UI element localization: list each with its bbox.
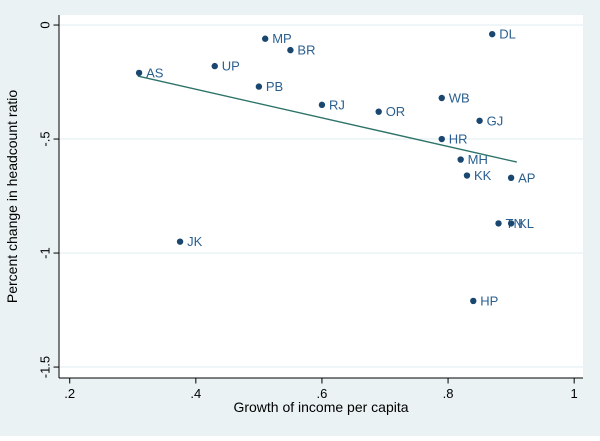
- point-label-HR: HR: [449, 132, 468, 147]
- point-label-HP: HP: [480, 293, 498, 308]
- point-OR: [375, 108, 382, 115]
- point-label-KL: KL: [518, 216, 534, 231]
- point-label-AS: AS: [146, 65, 164, 80]
- axes: .2 .4 .6 .8 1 0 -.5 -1 -1.5: [38, 15, 583, 401]
- x-tick-label-.8: .8: [443, 386, 454, 401]
- point-label-DL: DL: [499, 27, 516, 42]
- x-tick-label-.6: .6: [317, 386, 328, 401]
- x-tick-label-.2: .2: [64, 386, 75, 401]
- point-MH: [457, 156, 464, 163]
- y-tick-label--1.5: -1.5: [38, 356, 53, 378]
- point-label-AP: AP: [518, 170, 535, 185]
- x-axis-title: Growth of income per capita: [233, 399, 408, 415]
- point-PB: [255, 83, 263, 90]
- point-KL: [507, 220, 515, 227]
- trend-line: [137, 75, 517, 163]
- point-RJ: [318, 101, 326, 109]
- point-AS: [135, 69, 143, 77]
- point-HP: [470, 297, 477, 305]
- point-label-PB: PB: [266, 79, 283, 94]
- point-label-RJ: RJ: [329, 97, 345, 112]
- point-label-MP: MP: [272, 31, 292, 46]
- point-label-GJ: GJ: [487, 113, 504, 128]
- x-tick-label-.4: .4: [190, 386, 201, 401]
- point-label-BR: BR: [297, 43, 315, 58]
- y-tick-label--.5: -.5: [38, 131, 53, 146]
- point-label-OR: OR: [386, 104, 406, 119]
- point-label-KK: KK: [474, 168, 492, 183]
- point-HR: [438, 135, 445, 143]
- point-MP: [261, 35, 269, 42]
- point-label-UP: UP: [222, 59, 240, 74]
- y-axis-title: Percent change in headcount ratio: [4, 90, 20, 303]
- gridlines: [59, 24, 583, 368]
- x-tick-label-1: 1: [571, 386, 578, 401]
- data-points: ASUPMPBRPBRJORWBDLGJHRMHKKAPTNKLJKHP: [135, 27, 535, 308]
- plot-area: [59, 15, 583, 378]
- point-JK: [176, 238, 184, 245]
- point-label-WB: WB: [449, 90, 470, 105]
- point-TN: [495, 220, 502, 227]
- point-UP: [211, 62, 218, 70]
- point-label-MH: MH: [468, 152, 488, 167]
- point-KK: [463, 172, 471, 179]
- trend-line-layer: [137, 75, 517, 163]
- y-tick-label-0: 0: [38, 21, 53, 28]
- point-label-JK: JK: [187, 234, 203, 249]
- y-tick-label--1: -1: [38, 247, 53, 259]
- point-WB: [438, 94, 445, 102]
- point-GJ: [476, 117, 483, 124]
- point-BR: [287, 46, 294, 54]
- point-DL: [488, 30, 496, 38]
- point-AP: [507, 174, 515, 182]
